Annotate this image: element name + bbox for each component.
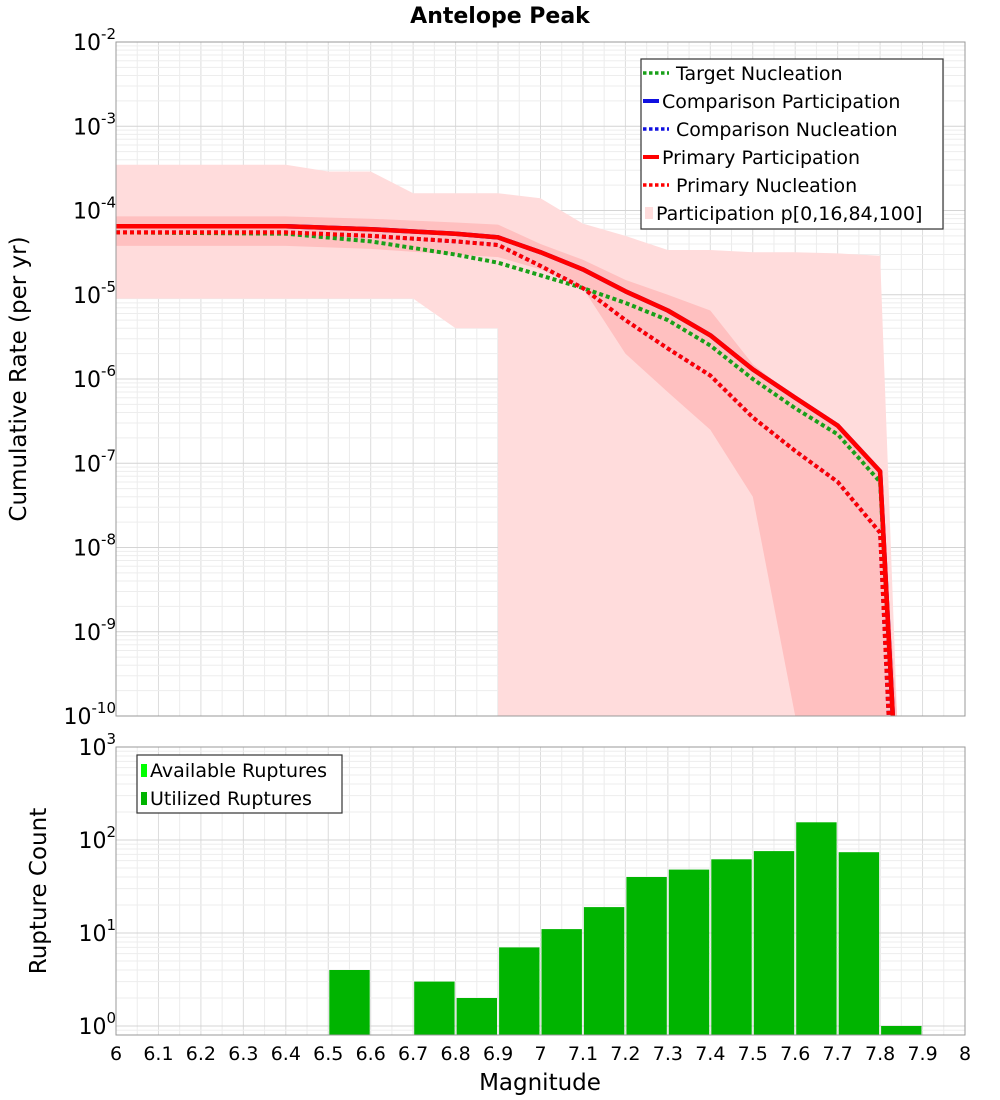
y-tick-label: 100 bbox=[78, 1009, 116, 1040]
rate-y-tick-labels: 10-10 10-9 10-8 10-7 10-6 10-5 10-4 10-3 10-2 bbox=[64, 25, 117, 730]
rate-y-axis-label: Cumulative Rate (per yr) bbox=[6, 236, 32, 521]
x-axis-label: Magnitude bbox=[479, 1070, 601, 1096]
bar-utilized-ruptures bbox=[711, 859, 752, 1035]
count-grid bbox=[115, 746, 966, 1036]
y-tick-label: 10-9 bbox=[73, 615, 116, 646]
rupture-count-panel: 100 101 102 103 6 6.1 6.2 6.3 6.4 6.5 6.6 6.7 6.8 6.… bbox=[26, 730, 971, 1096]
x-tick-label: 7 bbox=[534, 1043, 546, 1065]
legend-label-comparison-nucleation: Comparison Nucleation bbox=[676, 119, 898, 141]
legend-swatch-available-ruptures bbox=[141, 764, 147, 777]
legend-swatch-utilized-ruptures bbox=[141, 792, 147, 805]
rate-legend-box bbox=[640, 58, 944, 230]
legend-swatch-participation-band bbox=[645, 207, 653, 219]
x-tick-label: 7.4 bbox=[695, 1043, 725, 1065]
x-tick-label: 6.8 bbox=[440, 1043, 470, 1065]
count-legend-box bbox=[136, 754, 343, 814]
y-tick-label: 10-7 bbox=[73, 446, 116, 477]
x-tick-label: 7.6 bbox=[780, 1043, 810, 1065]
count-plot-frame bbox=[115, 746, 966, 1036]
x-tick-label: 6.5 bbox=[313, 1043, 343, 1065]
x-tick-label: 8 bbox=[959, 1043, 971, 1065]
y-tick-label: 10-4 bbox=[73, 194, 116, 225]
legend-label-comparison-participation: Comparison Participation bbox=[662, 91, 900, 113]
x-tick-label: 6 bbox=[110, 1043, 122, 1065]
rate-legend: Target Nucleation Comparison Participati… bbox=[640, 58, 944, 230]
legend-label-available-ruptures: Available Ruptures bbox=[150, 760, 327, 782]
x-tick-label: 6.6 bbox=[356, 1043, 386, 1065]
y-tick-label: 10-3 bbox=[73, 109, 116, 140]
y-tick-label: 102 bbox=[78, 823, 116, 854]
rate-plot-frame bbox=[115, 41, 966, 717]
count-y-tick-labels: 100 101 102 103 bbox=[78, 730, 116, 1040]
x-tick-label: 7.2 bbox=[610, 1043, 640, 1065]
bar-utilized-ruptures bbox=[499, 947, 540, 1035]
band-p0-p100 bbox=[116, 164, 898, 716]
series-line-primary-participation bbox=[116, 224, 896, 717]
y-tick-label: 103 bbox=[78, 730, 116, 761]
bar-utilized-ruptures bbox=[668, 869, 710, 1035]
series-line-primary-nucleation bbox=[116, 230, 891, 717]
legend-label-utilized-ruptures: Utilized Ruptures bbox=[150, 788, 312, 810]
bar-utilized-ruptures bbox=[796, 822, 837, 1035]
x-tick-label: 7.7 bbox=[823, 1043, 853, 1065]
legend-label-primary-nucleation: Primary Nucleation bbox=[676, 175, 857, 197]
bar-utilized-ruptures bbox=[541, 929, 582, 1035]
rate-panel: 10-10 10-9 10-8 10-7 10-6 10-5 10-4 10-3 10-2 Cu… bbox=[6, 25, 966, 730]
count-x-tick-labels: 6 6.1 6.2 6.3 6.4 6.5 6.6 6.7 6.8 6.9 7 7.1 7.2 7.3 7.… bbox=[110, 1043, 971, 1065]
x-tick-label: 7.3 bbox=[653, 1043, 683, 1065]
x-tick-label: 6.2 bbox=[186, 1043, 216, 1065]
bar-utilized-ruptures bbox=[583, 907, 625, 1035]
bar-utilized-ruptures bbox=[329, 970, 370, 1035]
x-tick-label: 7.9 bbox=[907, 1043, 937, 1065]
x-tick-label: 7.1 bbox=[568, 1043, 598, 1065]
bar-utilized-ruptures bbox=[881, 1026, 922, 1035]
y-tick-label: 10-6 bbox=[73, 362, 116, 393]
y-tick-label: 101 bbox=[78, 916, 116, 947]
legend-label-participation-band: Participation p[0,16,84,100] bbox=[656, 203, 922, 225]
x-tick-label: 7.8 bbox=[865, 1043, 895, 1065]
y-tick-label: 10-10 bbox=[64, 699, 117, 730]
bar-utilized-ruptures bbox=[414, 981, 455, 1035]
x-tick-label: 6.3 bbox=[228, 1043, 258, 1065]
chart-title: Antelope Peak bbox=[410, 4, 591, 29]
bar-utilized-ruptures bbox=[753, 851, 795, 1035]
x-tick-label: 6.1 bbox=[143, 1043, 173, 1065]
x-tick-label: 6.4 bbox=[271, 1043, 301, 1065]
y-tick-label: 10-8 bbox=[73, 531, 116, 562]
series-line-target-nucleation bbox=[115, 230, 895, 717]
count-legend: Available Ruptures Utilized Ruptures bbox=[136, 754, 343, 814]
x-tick-label: 6.7 bbox=[398, 1043, 428, 1065]
count-y-axis-label: Rupture Count bbox=[26, 808, 52, 974]
rate-series-lines bbox=[115, 224, 896, 717]
bar-utilized-ruptures bbox=[838, 852, 880, 1035]
legend-label-primary-participation: Primary Participation bbox=[662, 147, 860, 169]
x-tick-label: 7.5 bbox=[738, 1043, 768, 1065]
y-tick-label: 10-2 bbox=[73, 25, 116, 56]
count-bars bbox=[329, 822, 922, 1035]
y-tick-label: 10-5 bbox=[73, 278, 116, 309]
bar-utilized-ruptures bbox=[456, 998, 497, 1035]
legend-label-target-nucleation: Target Nucleation bbox=[675, 63, 843, 85]
bar-utilized-ruptures bbox=[626, 877, 667, 1035]
x-tick-label: 6.9 bbox=[483, 1043, 513, 1065]
